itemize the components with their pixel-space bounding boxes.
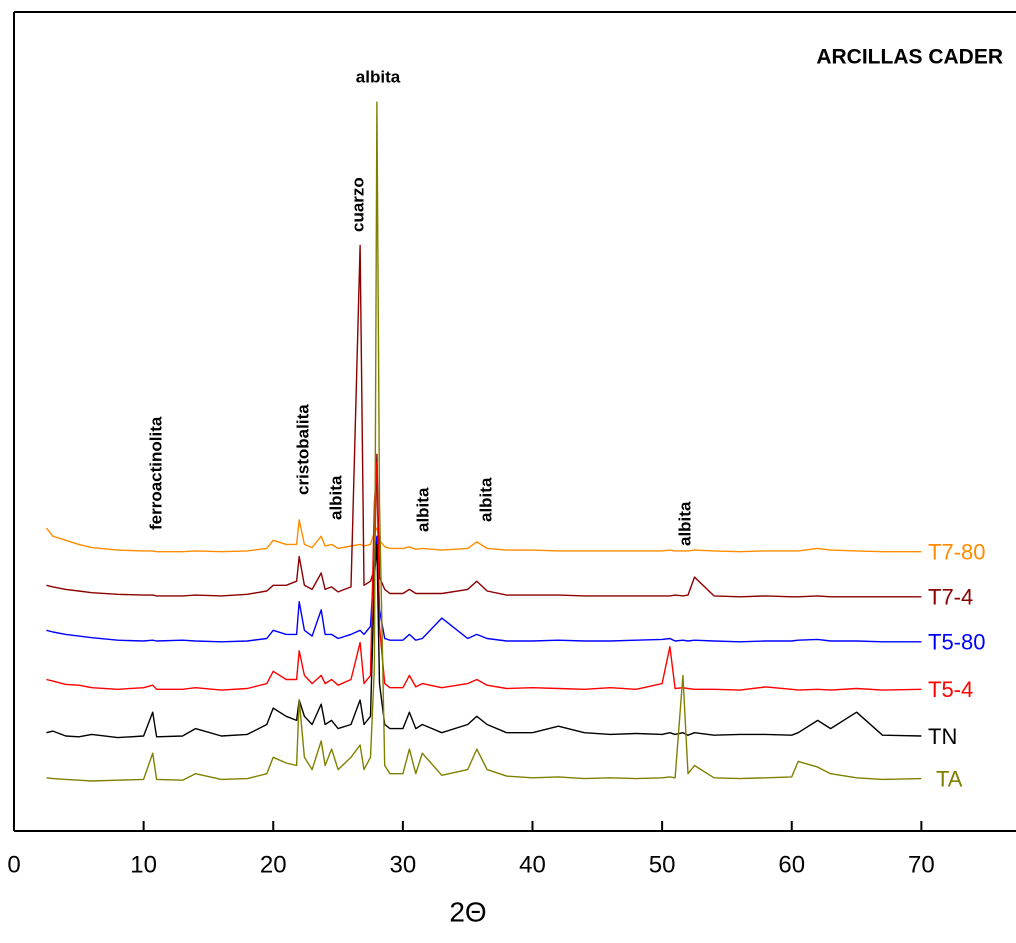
peak-annotation: albita xyxy=(675,501,694,546)
peak-annotation: cuarzo xyxy=(348,177,367,232)
peak-annotation: albita xyxy=(356,67,401,86)
x-tick-label: 40 xyxy=(519,851,546,878)
x-axis-label: 2Θ xyxy=(449,896,486,927)
x-tick-label: 0 xyxy=(7,851,20,878)
peak-annotation: albita xyxy=(476,477,495,522)
series-line xyxy=(46,461,922,691)
series-label: T5-80 xyxy=(928,630,985,655)
x-tick-label: 30 xyxy=(390,851,417,878)
series-line xyxy=(46,101,922,782)
series-line xyxy=(45,519,922,553)
chart-title: ARCILLAS CADER xyxy=(816,46,1003,69)
peak-annotation: cristobalita xyxy=(293,404,312,495)
series-label: T7-80 xyxy=(928,540,985,565)
series-line xyxy=(46,535,922,643)
peak-annotation: albita xyxy=(413,487,432,532)
x-tick-label: 50 xyxy=(649,851,676,878)
series-label: TN xyxy=(928,724,957,749)
peak-annotation: albita xyxy=(326,475,345,520)
x-tick-label: 10 xyxy=(130,851,157,878)
series-label: T7-4 xyxy=(928,585,973,610)
series-label: T5-4 xyxy=(928,677,973,702)
series-line xyxy=(46,543,922,739)
series-line xyxy=(46,244,922,598)
peak-annotation: ferroactinolita xyxy=(146,416,165,530)
x-tick-label: 70 xyxy=(908,851,935,878)
x-tick-label: 20 xyxy=(260,851,287,878)
x-tick-label: 60 xyxy=(778,851,805,878)
series-label: TA xyxy=(936,766,963,791)
